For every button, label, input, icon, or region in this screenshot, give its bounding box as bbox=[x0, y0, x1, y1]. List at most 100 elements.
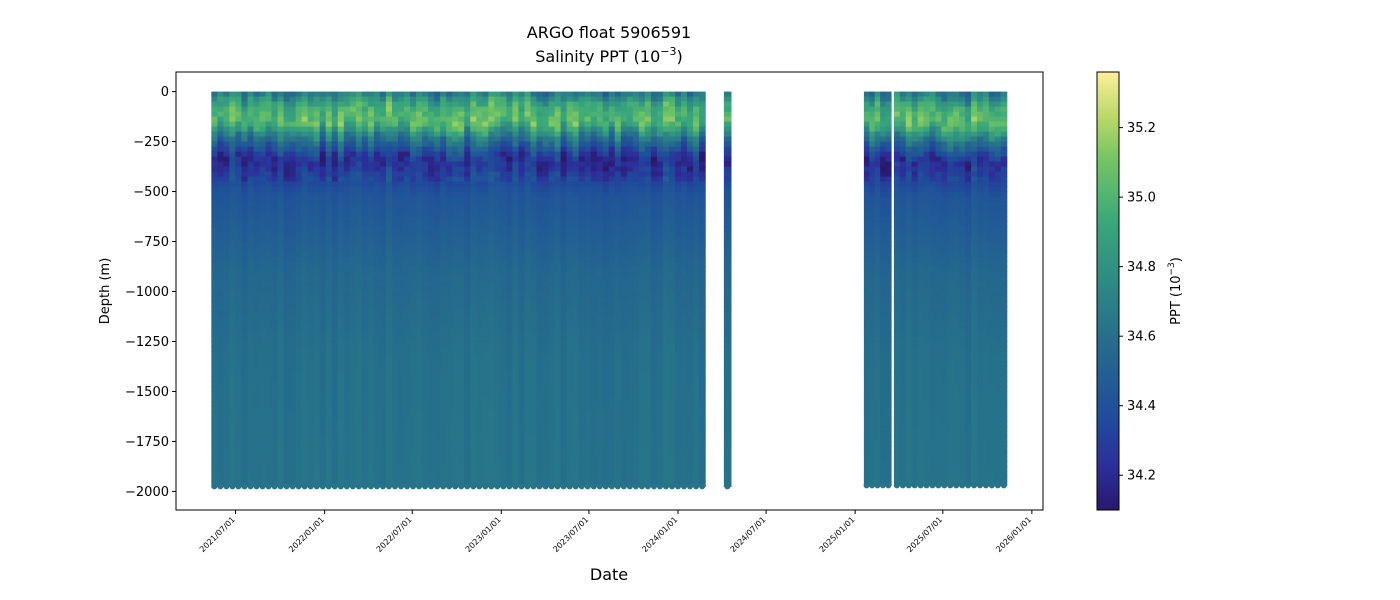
salinity-cell bbox=[398, 346, 405, 353]
salinity-cell bbox=[271, 316, 279, 323]
salinity-cell bbox=[452, 436, 459, 443]
salinity-cell bbox=[578, 221, 586, 228]
salinity-cell bbox=[313, 446, 321, 453]
salinity-cell bbox=[271, 466, 279, 473]
salinity-cell bbox=[542, 201, 550, 208]
salinity-cell bbox=[235, 231, 243, 238]
salinity-cell bbox=[476, 451, 483, 458]
salinity-cell bbox=[482, 231, 489, 238]
salinity-cell bbox=[440, 446, 447, 453]
salinity-cell bbox=[337, 116, 345, 123]
salinity-cell bbox=[325, 271, 333, 278]
salinity-cell bbox=[307, 296, 315, 303]
salinity-cell bbox=[343, 171, 351, 178]
salinity-cell bbox=[367, 406, 375, 413]
salinity-cell bbox=[512, 276, 520, 283]
salinity-cell bbox=[349, 351, 357, 358]
salinity-cell bbox=[398, 401, 405, 408]
salinity-cell bbox=[361, 166, 369, 173]
salinity-cell bbox=[283, 451, 291, 458]
salinity-cell bbox=[404, 246, 411, 253]
salinity-cell bbox=[319, 436, 327, 443]
salinity-cell bbox=[223, 311, 230, 318]
salinity-cell bbox=[295, 366, 303, 373]
salinity-cell bbox=[283, 166, 291, 173]
salinity-cell bbox=[536, 321, 544, 328]
salinity-cell bbox=[259, 116, 267, 123]
salinity-cell bbox=[253, 286, 261, 293]
salinity-cell bbox=[283, 191, 291, 198]
salinity-cell bbox=[434, 471, 441, 478]
salinity-cell bbox=[446, 321, 453, 328]
salinity-cell bbox=[500, 151, 507, 158]
salinity-cell bbox=[253, 141, 261, 148]
salinity-cell bbox=[373, 341, 381, 348]
salinity-cell bbox=[446, 126, 453, 133]
salinity-cell bbox=[349, 91, 357, 98]
salinity-cell bbox=[542, 266, 550, 273]
salinity-cell bbox=[253, 461, 261, 468]
salinity-cell bbox=[355, 331, 363, 338]
salinity-cell bbox=[391, 96, 399, 103]
salinity-cell bbox=[566, 106, 574, 113]
salinity-cell bbox=[361, 416, 369, 423]
salinity-cell bbox=[259, 201, 267, 208]
salinity-cell bbox=[434, 101, 441, 108]
salinity-cell bbox=[259, 411, 267, 418]
salinity-cell bbox=[428, 371, 435, 378]
salinity-cell bbox=[428, 191, 435, 198]
salinity-cell bbox=[349, 381, 357, 388]
salinity-cell bbox=[367, 316, 375, 323]
salinity-cell bbox=[500, 346, 507, 353]
salinity-cell bbox=[331, 406, 339, 413]
salinity-cell bbox=[422, 236, 429, 243]
salinity-cell bbox=[271, 391, 279, 398]
salinity-cell bbox=[446, 146, 453, 153]
salinity-cell bbox=[223, 286, 230, 293]
salinity-cell bbox=[512, 331, 520, 338]
salinity-cell bbox=[488, 471, 495, 478]
salinity-cell bbox=[373, 351, 381, 358]
salinity-cell bbox=[560, 166, 568, 173]
salinity-cell bbox=[470, 191, 477, 198]
salinity-cell bbox=[301, 396, 309, 403]
salinity-cell bbox=[379, 106, 387, 113]
salinity-cell bbox=[319, 241, 327, 248]
salinity-cell bbox=[277, 96, 285, 103]
salinity-cell bbox=[289, 241, 297, 248]
salinity-cell bbox=[379, 181, 387, 188]
salinity-cell bbox=[217, 221, 224, 228]
salinity-cell bbox=[494, 146, 501, 153]
salinity-cell bbox=[446, 206, 453, 213]
salinity-cell bbox=[259, 396, 267, 403]
salinity-cell bbox=[367, 306, 375, 313]
salinity-cell bbox=[512, 346, 520, 353]
salinity-cell bbox=[476, 241, 483, 248]
salinity-cell bbox=[217, 116, 224, 123]
salinity-cell bbox=[373, 336, 381, 343]
salinity-cell bbox=[398, 416, 405, 423]
salinity-cell bbox=[410, 361, 417, 368]
salinity-cell bbox=[518, 386, 526, 393]
salinity-cell bbox=[265, 376, 273, 383]
salinity-cell bbox=[361, 181, 369, 188]
salinity-cell bbox=[554, 281, 562, 288]
salinity-cell bbox=[217, 286, 224, 293]
salinity-cell bbox=[385, 261, 393, 268]
salinity-cell bbox=[331, 346, 339, 353]
salinity-cell bbox=[518, 211, 526, 218]
salinity-cell bbox=[325, 396, 333, 403]
salinity-cell bbox=[422, 461, 429, 468]
salinity-cell bbox=[470, 246, 477, 253]
bottom-sample-point bbox=[410, 483, 417, 490]
salinity-cell bbox=[229, 191, 237, 198]
salinity-cell bbox=[572, 286, 580, 293]
salinity-cell bbox=[253, 126, 261, 133]
salinity-cell bbox=[295, 436, 303, 443]
salinity-cell bbox=[235, 176, 243, 183]
salinity-cell bbox=[373, 191, 381, 198]
salinity-cell bbox=[518, 461, 526, 468]
salinity-cell bbox=[223, 386, 230, 393]
salinity-cell bbox=[512, 216, 520, 223]
salinity-cell bbox=[500, 256, 507, 263]
